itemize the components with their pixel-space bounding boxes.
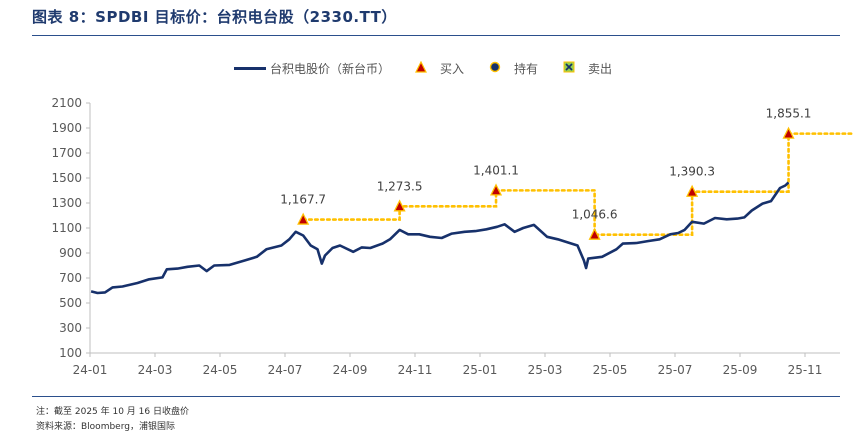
y-tick-label: 1500 (51, 171, 82, 185)
chart-legend: 台积电股价（新台币） 买入 持有 卖出 (234, 60, 634, 77)
buy-marker (489, 183, 503, 196)
legend-item-sell: 卖出 (560, 60, 612, 77)
target-price-label: 1,401.1 (473, 163, 519, 177)
footer-divider (32, 396, 840, 397)
target-price-label: 1,046.6 (572, 208, 618, 222)
footnote-date: 注：截至 2025 年 10 月 16 日收盘价 (36, 407, 189, 417)
y-tick-label: 900 (59, 246, 82, 260)
legend-item-price: 台积电股价（新台币） (234, 60, 390, 77)
y-tick-label: 1300 (51, 196, 82, 210)
x-tick-label: 24-03 (138, 363, 173, 377)
figure-title: 图表 8：SPDBI 目标价：台积电台股（2330.TT） (32, 8, 397, 26)
y-tick-label: 100 (59, 346, 82, 360)
buy-marker (686, 184, 699, 197)
triangle-icon (412, 60, 430, 76)
x-tick-label: 24-11 (398, 363, 433, 377)
buy-marker (588, 227, 601, 240)
x-tick-label: 25-03 (528, 363, 563, 377)
legend-item-buy: 买入 (412, 60, 464, 77)
legend-label-price: 台积电股价（新台币） (270, 62, 391, 76)
legend-item-hold: 持有 (486, 60, 538, 77)
title-divider (32, 35, 840, 36)
square-x-icon (560, 61, 578, 76)
y-tick-label: 700 (59, 271, 82, 285)
x-tick-label: 25-01 (463, 363, 498, 377)
x-tick-label: 24-01 (73, 363, 108, 377)
footnote-source: 资料来源：Bloomberg，浦银国际 (36, 422, 175, 432)
y-tick-label: 1900 (51, 121, 82, 135)
x-tick-label: 25-05 (593, 363, 628, 377)
legend-label-hold: 持有 (514, 62, 539, 76)
x-tick-label: 24-07 (268, 363, 303, 377)
target-price-label: 1,273.5 (377, 179, 423, 193)
target-price-label: 1,390.3 (669, 165, 715, 179)
y-tick-label: 500 (59, 296, 82, 310)
buy-marker (782, 126, 795, 139)
buy-marker (297, 212, 310, 225)
circle-icon (486, 61, 504, 76)
x-tick-label: 25-09 (723, 363, 758, 377)
legend-label-buy: 买入 (440, 62, 465, 76)
target-price-label: 1,855.1 (766, 107, 812, 121)
y-tick-label: 300 (59, 321, 82, 335)
target-price-label: 1,167.7 (280, 193, 326, 207)
legend-label-sell: 卖出 (588, 62, 613, 76)
y-tick-label: 2100 (51, 96, 82, 110)
buy-marker (393, 199, 406, 212)
y-tick-label: 1700 (51, 146, 82, 160)
y-tick-label: 1100 (51, 221, 82, 235)
line-icon (234, 67, 266, 70)
x-tick-label: 25-07 (658, 363, 693, 377)
x-tick-label: 24-09 (333, 363, 368, 377)
price-line (90, 181, 790, 295)
x-tick-label: 25-11 (788, 363, 823, 377)
x-tick-label: 24-05 (203, 363, 238, 377)
